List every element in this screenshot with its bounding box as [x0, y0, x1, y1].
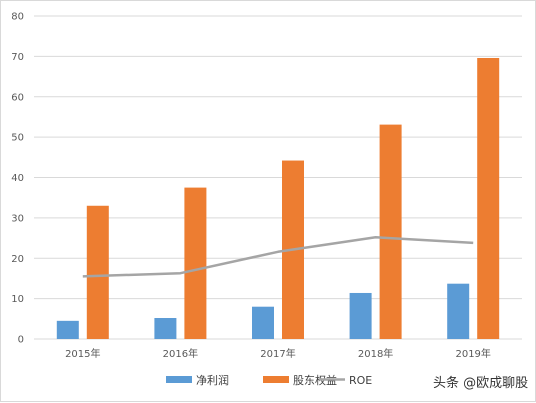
- x-tick-label: 2015年: [65, 347, 100, 360]
- roe-series-line: [83, 237, 473, 276]
- x-tick-label: 2019年: [455, 347, 490, 360]
- x-tick-label: 2017年: [260, 347, 295, 360]
- y-tick-label: 40: [11, 173, 24, 184]
- bar-net-profit: [57, 321, 79, 339]
- bar-net-profit: [447, 284, 469, 339]
- y-tick-label: 70: [11, 52, 24, 63]
- bar-net-profit: [154, 318, 176, 339]
- bar-net-profit: [252, 307, 274, 339]
- bar-equity: [87, 206, 109, 339]
- bar-marks: [57, 58, 499, 339]
- y-tick-label: 80: [11, 12, 24, 23]
- legend-swatch: [263, 376, 289, 383]
- bar-equity: [477, 58, 499, 339]
- x-axis: 2015年 2016年 2017年 2018年 2019年: [65, 347, 491, 360]
- bar-equity: [380, 125, 402, 339]
- y-tick-label: 30: [11, 213, 24, 224]
- watermark-text: 头条 @欧成聊股: [433, 375, 528, 391]
- x-tick-label: 2018年: [358, 347, 393, 360]
- y-tick-label: 50: [11, 133, 24, 144]
- legend-label: ROE: [349, 374, 372, 387]
- x-tick-label: 2016年: [163, 347, 198, 360]
- legend-label: 净利润: [196, 373, 229, 387]
- roe-line: [83, 237, 473, 276]
- y-tick-label: 0: [18, 335, 24, 346]
- y-tick-label: 20: [11, 254, 24, 265]
- y-axis: 0 10 20 30 40 50 60 70 80: [11, 12, 24, 346]
- bar-net-profit: [350, 293, 372, 339]
- y-tick-label: 10: [11, 294, 24, 305]
- y-tick-label: 60: [11, 92, 24, 103]
- bar-equity: [184, 188, 206, 339]
- legend-swatch: [166, 376, 192, 383]
